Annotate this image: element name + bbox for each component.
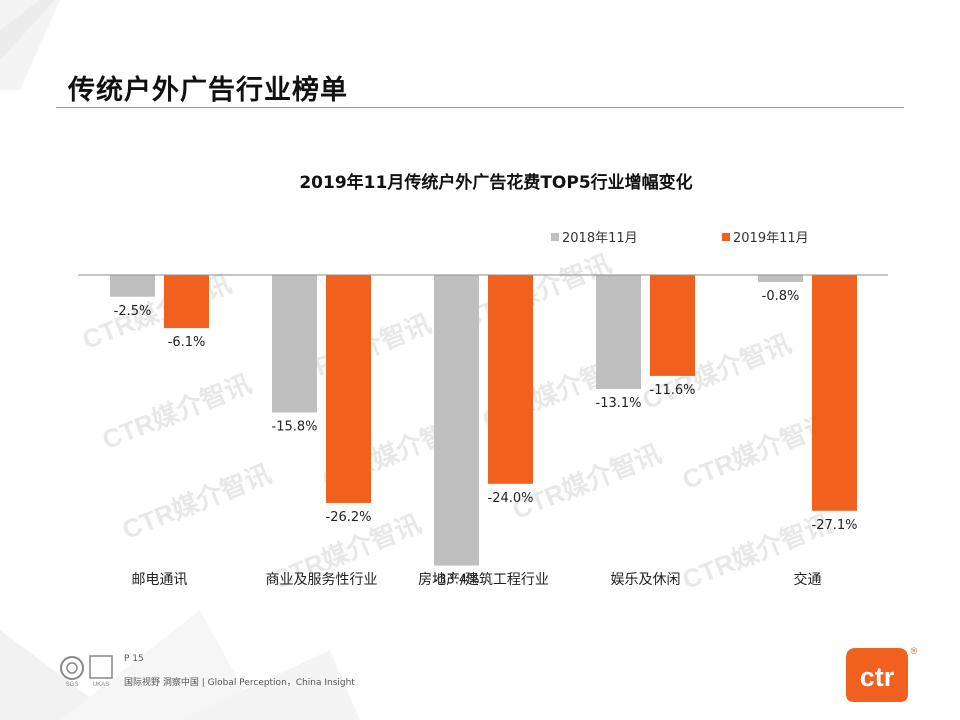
corner-decoration [0,0,60,90]
bar [326,275,371,503]
chart-legend: 2018年11月 2019年11月 [551,231,809,246]
bar [272,275,317,413]
data-label: -2.5% [114,304,152,319]
svg-text:SGS: SGS [66,682,79,688]
category-label: 商业及服务性行业 [266,572,378,588]
title-divider [56,107,904,108]
watermark-text: CTR媒介智讯 [118,458,275,545]
category-label-layer: 邮电通讯 商业及服务性行业 房地产/建筑工程行业 娱乐及休闲 交通 [132,571,822,588]
bar [650,275,695,376]
category-label: 邮电通讯 [132,572,188,588]
data-label: -27.1% [812,518,858,533]
bar [812,275,857,511]
bar [758,275,803,282]
footer-slogan: 国际视野 洞察中国 | Global Perception，China Insi… [124,678,355,688]
watermark-text: CTR媒介智讯 [678,408,835,495]
legend-swatch [722,233,730,241]
page-title: 传统户外广告行业榜单 [68,75,348,106]
bar-layer [110,275,857,566]
data-label: -24.0% [488,491,534,506]
page-number: P 15 [124,654,144,664]
data-label-layer: -2.5% -6.1% -15.8% -26.2% -33.4% -24.0% -13.1%… [114,289,858,588]
bar [110,275,155,297]
bar [434,275,479,566]
data-label: -11.6% [650,383,696,398]
data-label: -6.1% [168,335,206,350]
data-label: -13.1% [596,396,642,411]
svg-text:®: ® [911,646,918,656]
watermark-text: CTR媒介智讯 [458,248,615,335]
category-label: 房地产/建筑工程行业 [418,572,549,588]
data-label: -15.8% [272,419,318,434]
bar [164,275,209,329]
legend-swatch [551,233,559,241]
category-label: 交通 [794,571,822,588]
category-label: 娱乐及休闲 [611,572,681,588]
watermark-text: CTR媒介智讯 [98,368,255,455]
svg-text:UKAS: UKAS [93,682,109,688]
svg-text:ctr: ctr [860,662,895,692]
chart-title: 2019年11月传统户外广告花费TOP5行业增幅变化 [299,172,692,193]
bar [488,275,533,484]
ctr-logo: ctr ® [846,646,918,702]
certification-logos: SGS UKAS [60,655,113,688]
legend-label: 2018年11月 [562,231,638,246]
bottom-decoration [0,610,360,720]
legend-label: 2019年11月 [733,231,809,246]
bar [596,275,641,389]
data-label: -26.2% [326,510,372,525]
watermark-text: CTR媒介智讯 [78,268,235,355]
data-label: -0.8% [762,289,800,304]
data-label: -33.4% [434,573,480,588]
